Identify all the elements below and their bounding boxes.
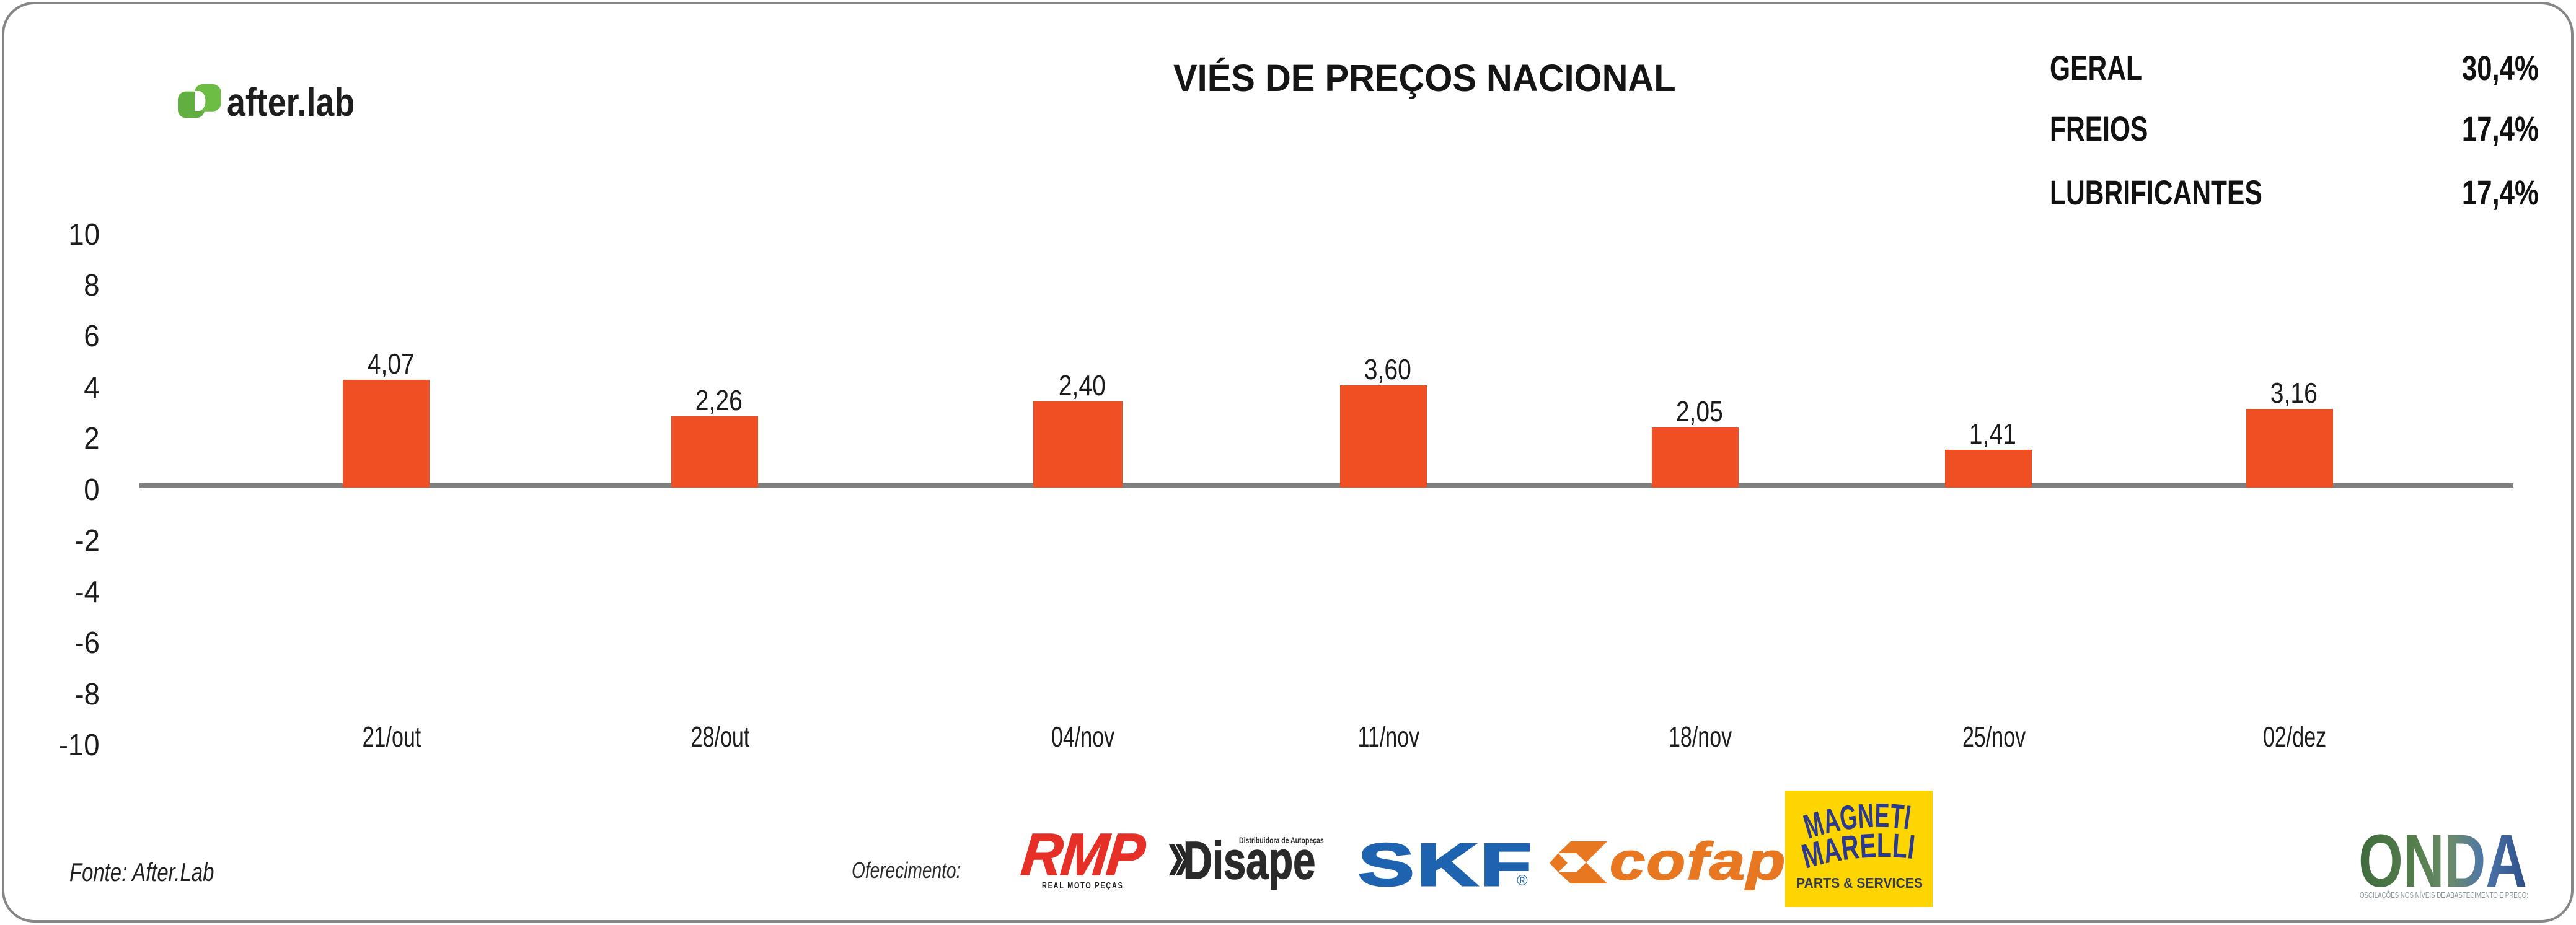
svg-text:OSCILAÇÕES NOS NÍVEIS DE ABAST: OSCILAÇÕES NOS NÍVEIS DE ABASTECIMENTO E…	[2360, 890, 2528, 900]
svg-text:ONDA: ONDA	[2358, 828, 2527, 902]
svg-text:PARTS & SERVICES: PARTS & SERVICES	[1796, 875, 1923, 891]
